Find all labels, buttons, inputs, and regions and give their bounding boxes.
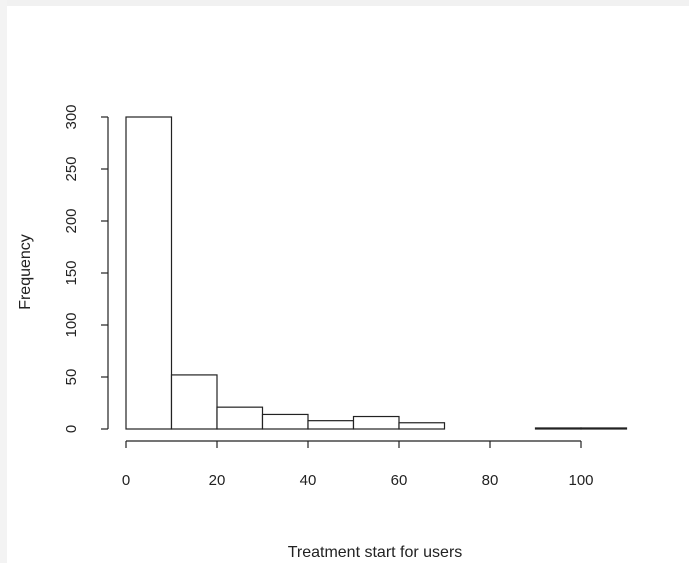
- histogram-bar-6: [398, 422, 446, 430]
- left-border: [0, 0, 7, 563]
- x-tick-label-100: 100: [568, 472, 593, 489]
- y-tick-label-50: 50: [63, 369, 80, 386]
- histogram-bar-4: [307, 420, 355, 430]
- x-tick-label-20: 20: [209, 472, 226, 489]
- x-tick-label-80: 80: [482, 472, 499, 489]
- y-tick-label-200: 200: [63, 208, 80, 233]
- histogram-bar-2: [216, 406, 264, 430]
- histogram-bar-0: [125, 116, 173, 430]
- x-axis-title: Treatment start for users: [288, 544, 463, 561]
- y-axis: 0 50 100 150 200 250 300: [63, 104, 109, 433]
- y-tick-label-100: 100: [63, 312, 80, 337]
- histogram-bar-3: [261, 413, 309, 430]
- histogram-bar-1: [170, 374, 218, 430]
- top-border: [0, 0, 689, 6]
- histogram-bar-5: [352, 415, 400, 430]
- x-tick-label-0: 0: [122, 472, 130, 489]
- histogram-bar-9: [534, 427, 582, 430]
- x-tick-label-40: 40: [300, 472, 317, 489]
- bars-group: [125, 116, 628, 430]
- y-tick-label-150: 150: [63, 260, 80, 285]
- y-tick-label-300: 300: [63, 104, 80, 129]
- y-axis-title: Frequency: [17, 234, 34, 310]
- histogram-bar-10: [580, 427, 628, 430]
- x-tick-label-60: 60: [391, 472, 408, 489]
- y-tick-label-0: 0: [63, 425, 80, 433]
- x-axis: 0 20 40 60 80 100: [122, 440, 594, 489]
- y-tick-label-250: 250: [63, 156, 80, 181]
